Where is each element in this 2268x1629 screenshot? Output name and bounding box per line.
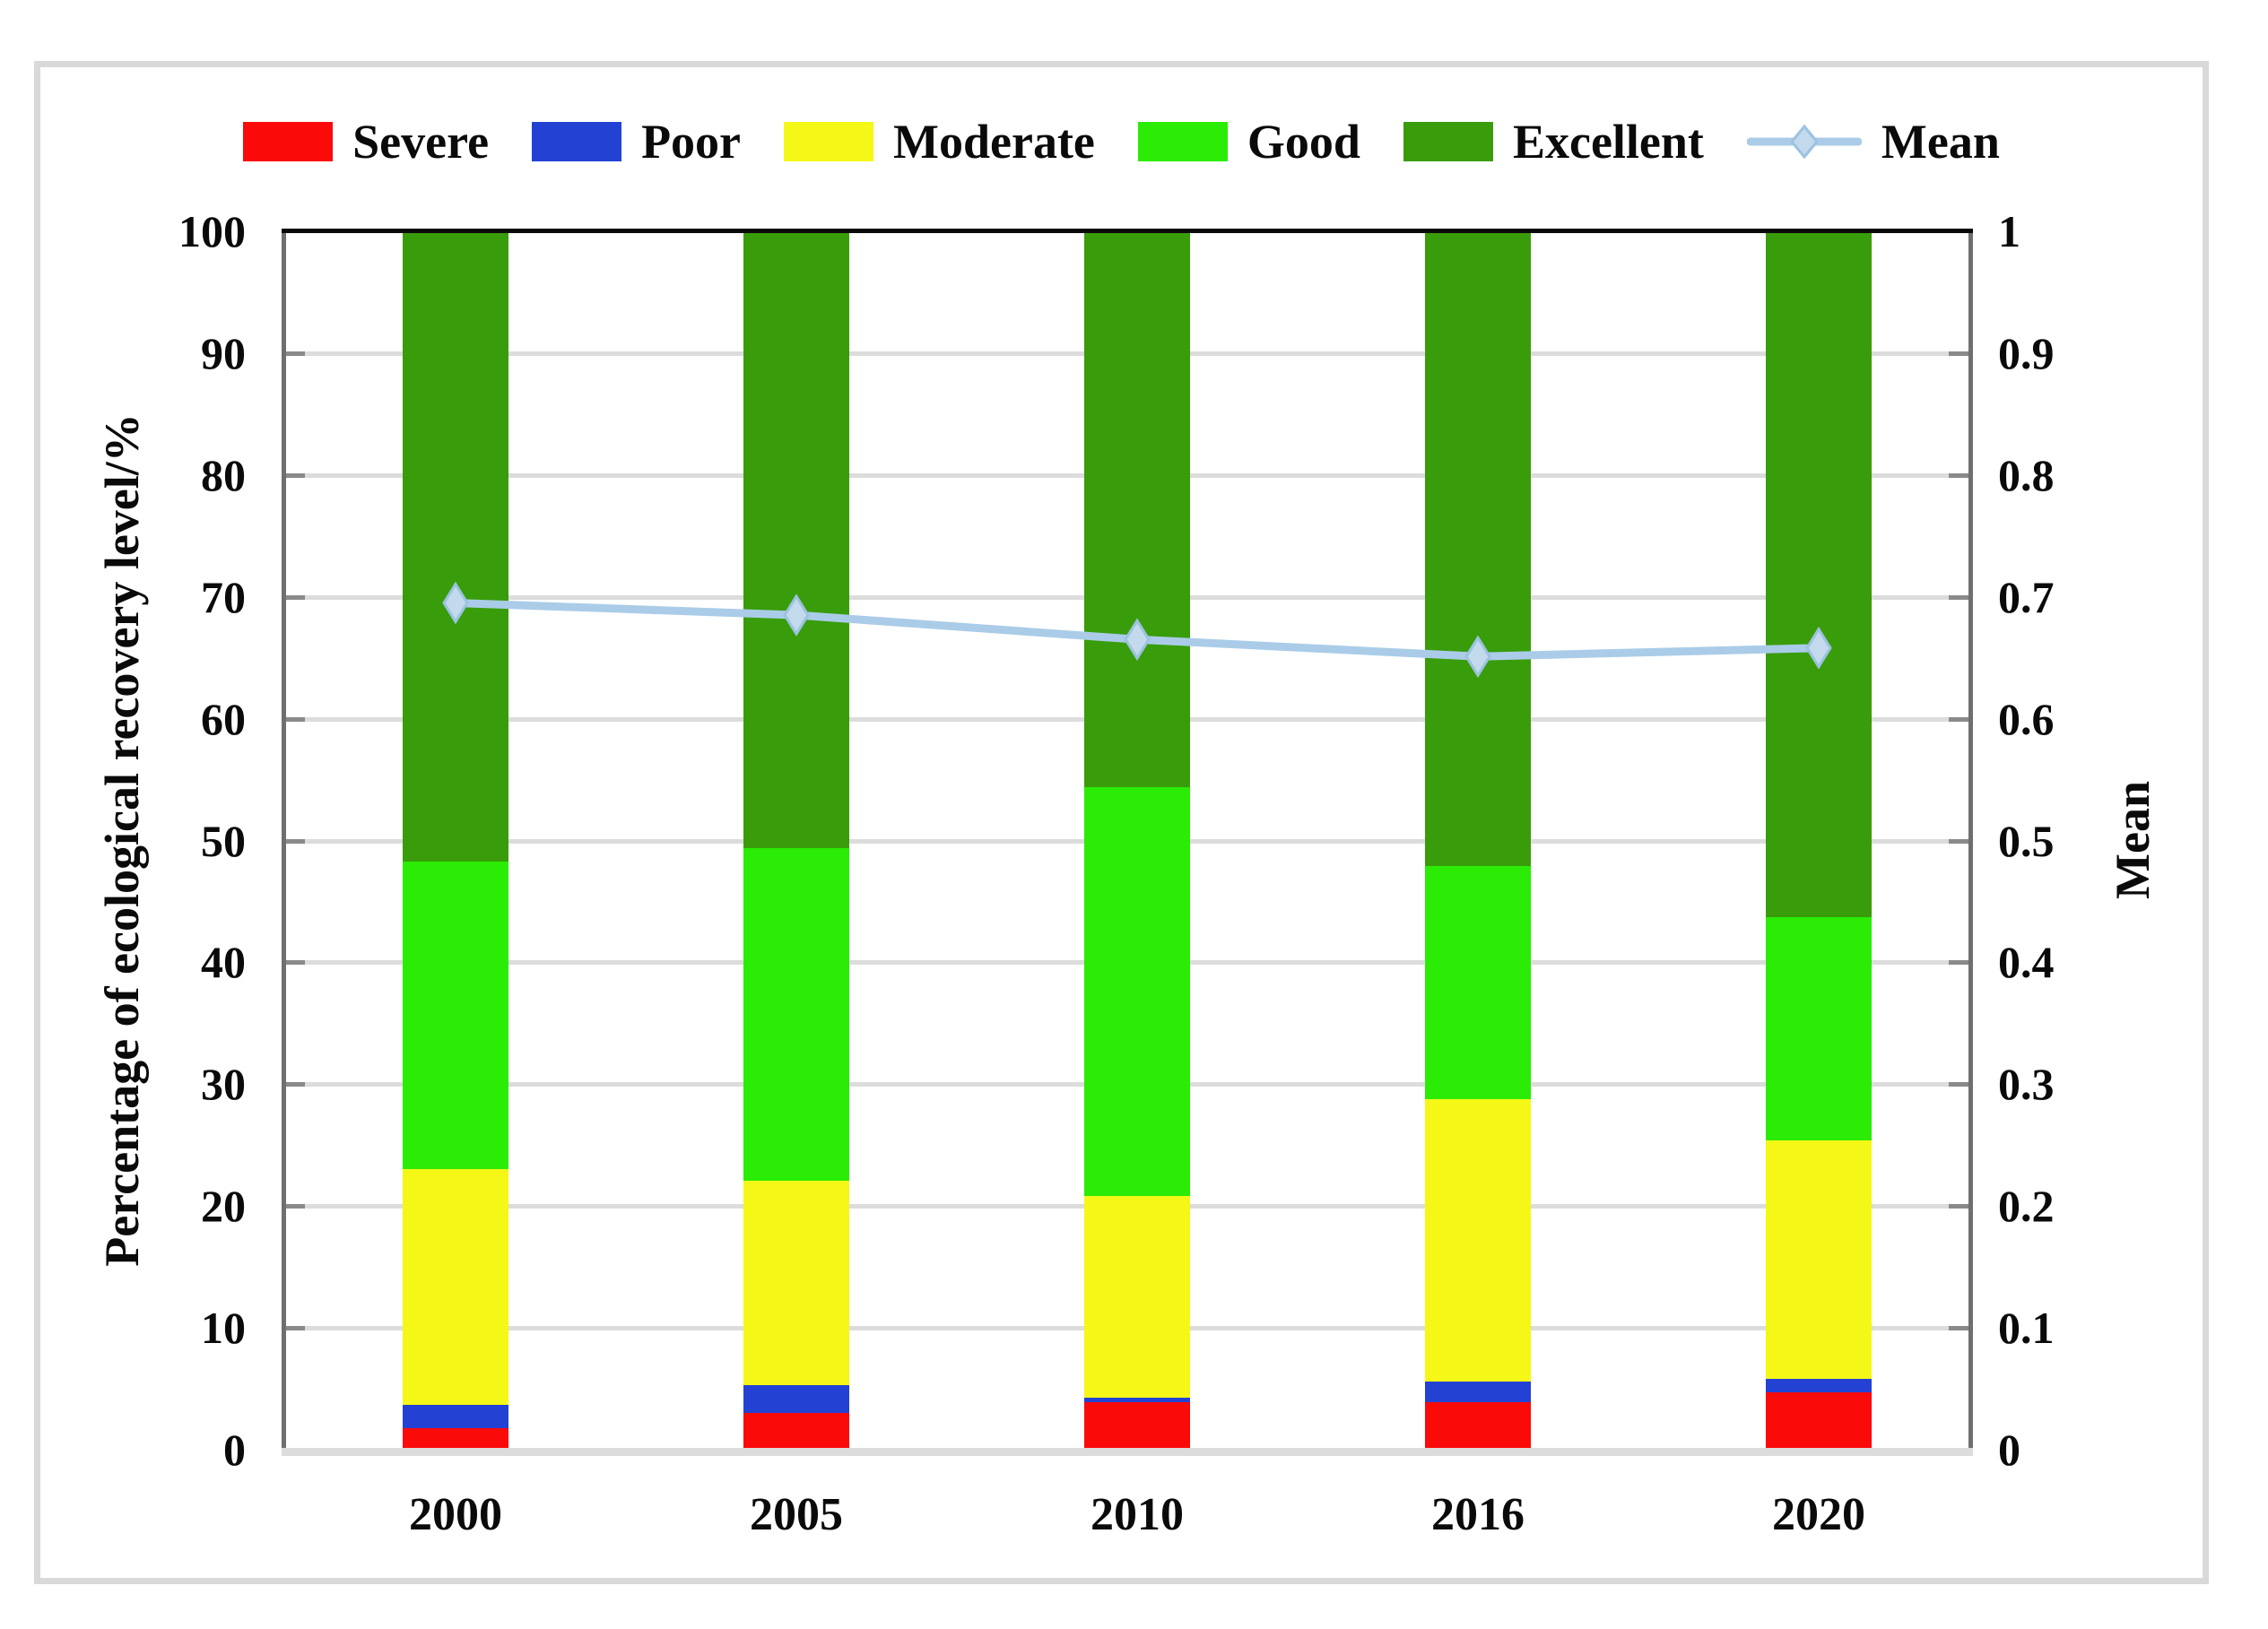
legend-item-excellent: Excellent bbox=[1403, 117, 1704, 166]
legend-label: Moderate bbox=[893, 115, 1095, 169]
chart-frame bbox=[34, 61, 2209, 1584]
legend-label: Mean bbox=[1881, 115, 2000, 169]
legend-item-poor: Poor bbox=[532, 117, 741, 166]
legend-item-mean: Mean bbox=[1746, 115, 2000, 169]
legend-label: Severe bbox=[352, 115, 490, 169]
legend-label: Excellent bbox=[1512, 115, 1704, 169]
severe-swatch bbox=[243, 122, 334, 161]
good-swatch bbox=[1137, 122, 1228, 161]
legend-item-good: Good bbox=[1137, 115, 1360, 169]
legend-item-moderate: Moderate bbox=[784, 117, 1095, 166]
mean-line-legend-symbol bbox=[1746, 124, 1862, 160]
poor-swatch bbox=[532, 122, 622, 161]
moderate-swatch bbox=[784, 122, 874, 161]
legend: Severe Poor Moderate Good Excellent Mean bbox=[34, 106, 2209, 178]
excellent-swatch bbox=[1403, 122, 1493, 161]
legend-item-severe: Severe bbox=[243, 117, 489, 166]
legend-label: Poor bbox=[641, 115, 742, 169]
legend-label: Good bbox=[1247, 115, 1360, 169]
